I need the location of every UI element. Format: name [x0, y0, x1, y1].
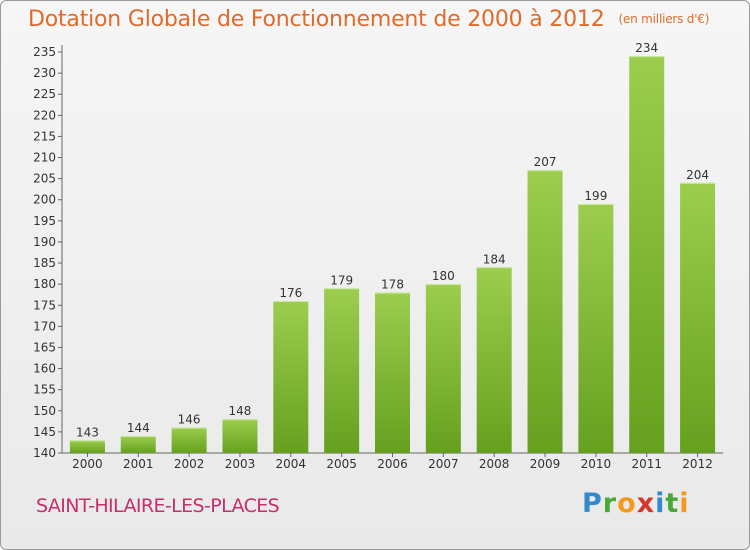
y-tick-label: 180 [33, 277, 56, 291]
y-tick-label: 160 [33, 362, 56, 376]
bar [629, 56, 665, 453]
y-tick-label: 175 [33, 298, 56, 312]
proxiti-logo: Proxiti [582, 488, 690, 519]
bar [324, 288, 360, 453]
bar-value-label: 178 [381, 278, 404, 292]
logo-letter: o [617, 488, 637, 519]
x-tick-label: 2005 [326, 457, 357, 471]
chart-unit: (en milliers d'€) [618, 12, 710, 26]
x-tick-label: 2002 [174, 457, 205, 471]
logo-letter: P [582, 488, 603, 519]
bar-value-label: 207 [534, 155, 557, 169]
logo-letter: x [636, 488, 656, 519]
y-tick-label: 220 [33, 108, 56, 122]
bar [680, 182, 716, 453]
y-tick-label: 200 [33, 193, 56, 207]
y-tick-label: 210 [33, 151, 56, 165]
bar [273, 301, 309, 453]
y-tick-label: 145 [33, 425, 56, 439]
x-tick-label: 2009 [530, 457, 561, 471]
y-tick-label: 185 [33, 256, 56, 270]
y-tick-label: 140 [33, 446, 56, 460]
x-tick-label: 2000 [72, 457, 103, 471]
bar-value-label: 143 [76, 425, 99, 439]
logo-letter: i [679, 488, 690, 519]
chart-title-text: Dotation Globale de Fonctionnement de 20… [28, 7, 605, 32]
bar [171, 427, 207, 453]
x-tick-label: 2012 [682, 457, 713, 471]
bar [120, 436, 156, 453]
bar [578, 203, 614, 453]
bar-value-label: 146 [178, 413, 201, 427]
bar-value-label: 144 [127, 421, 150, 435]
bar [425, 284, 461, 453]
y-tick-label: 155 [33, 383, 56, 397]
y-tick-label: 205 [33, 172, 56, 186]
x-tick-label: 2003 [225, 457, 256, 471]
logo-letter: t [665, 488, 680, 519]
y-tick-label: 230 [33, 66, 56, 80]
bar-value-label: 234 [635, 41, 658, 55]
bar-value-label: 204 [686, 168, 709, 182]
y-tick-label: 235 [33, 45, 56, 59]
y-tick-label: 195 [33, 214, 56, 228]
logo-letter: i [655, 488, 666, 519]
bar [527, 170, 563, 454]
y-tick-label: 165 [33, 340, 56, 354]
bar-value-label: 180 [432, 269, 455, 283]
logo-letter: r [602, 488, 618, 519]
x-tick-label: 2010 [581, 457, 612, 471]
bar [222, 419, 258, 453]
bar-value-label: 179 [330, 273, 353, 287]
x-tick-label: 2001 [123, 457, 154, 471]
x-tick-label: 2011 [631, 457, 662, 471]
y-tick-label: 225 [33, 87, 56, 101]
chart-title: Dotation Globale de Fonctionnement de 20… [28, 7, 709, 32]
x-tick-label: 2004 [276, 457, 307, 471]
y-tick-label: 215 [33, 129, 56, 143]
x-tick-label: 2007 [428, 457, 459, 471]
y-tick-label: 150 [33, 404, 56, 418]
y-tick-label: 190 [33, 235, 56, 249]
bar-value-label: 199 [584, 189, 607, 203]
y-tick-label: 170 [33, 319, 56, 333]
x-tick-label: 2008 [479, 457, 510, 471]
commune-name: SAINT-HILAIRE-LES-PLACES [36, 495, 280, 517]
bar-value-label: 176 [279, 286, 302, 300]
bar-value-label: 148 [229, 404, 252, 418]
x-tick-label: 2006 [377, 457, 408, 471]
bar [476, 267, 512, 453]
bar [69, 440, 105, 453]
bar [375, 292, 410, 453]
bar-value-label: 184 [483, 252, 506, 266]
